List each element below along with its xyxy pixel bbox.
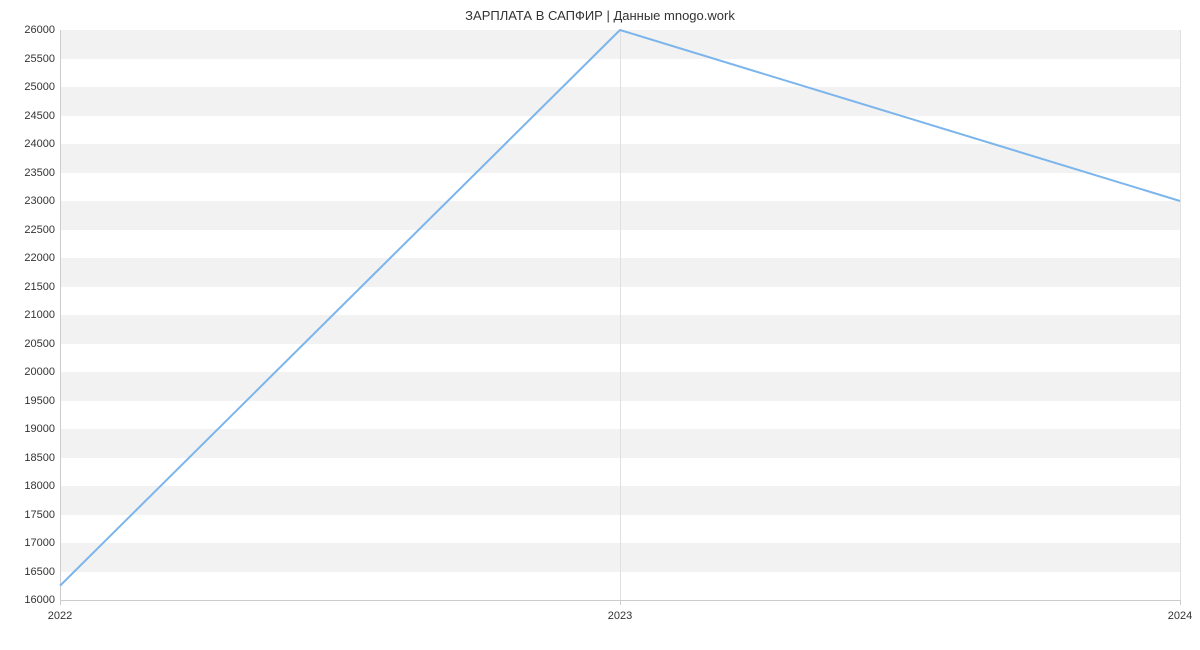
series-line-salary [60,30,1180,586]
plot-area: 1600016500170001750018000185001900019500… [60,30,1180,600]
x-tick-label: 2023 [608,610,632,622]
y-tick-label: 16000 [5,594,55,606]
y-tick-label: 18000 [5,480,55,492]
y-tick-label: 22500 [5,224,55,236]
x-tick-mark [60,600,61,605]
y-tick-label: 16500 [5,566,55,578]
y-tick-label: 24500 [5,110,55,122]
y-tick-label: 20000 [5,366,55,378]
y-tick-label: 17000 [5,537,55,549]
y-tick-label: 19000 [5,423,55,435]
y-tick-label: 18500 [5,452,55,464]
y-tick-label: 22000 [5,252,55,264]
x-grid-line [1180,30,1181,600]
y-tick-label: 20500 [5,338,55,350]
y-tick-label: 21000 [5,309,55,321]
y-tick-label: 23000 [5,195,55,207]
x-tick-mark [620,600,621,605]
y-tick-label: 24000 [5,138,55,150]
y-tick-label: 17500 [5,509,55,521]
x-tick-mark [1180,600,1181,605]
x-tick-label: 2022 [48,610,72,622]
y-tick-label: 26000 [5,24,55,36]
y-tick-label: 21500 [5,281,55,293]
line-series-svg [60,30,1180,600]
y-tick-label: 23500 [5,167,55,179]
salary-chart: ЗАРПЛАТА В САПФИР | Данные mnogo.work 16… [0,0,1200,650]
y-tick-label: 25000 [5,81,55,93]
y-tick-label: 19500 [5,395,55,407]
y-tick-label: 25500 [5,53,55,65]
x-tick-label: 2024 [1168,610,1192,622]
chart-title: ЗАРПЛАТА В САПФИР | Данные mnogo.work [0,8,1200,23]
